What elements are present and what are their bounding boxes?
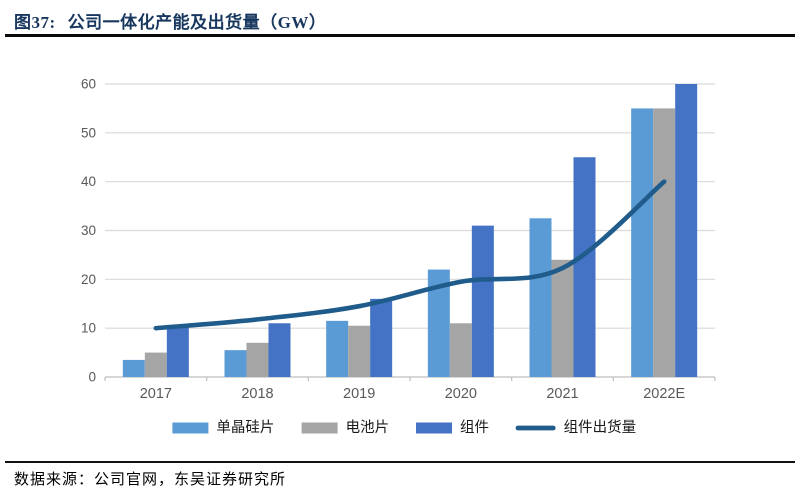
x-axis-label-2019: 2019: [343, 386, 375, 402]
bar-wafer-2017: [122, 359, 145, 377]
source-divider-rule: [5, 461, 795, 463]
y-axis-label-20: 20: [81, 272, 96, 287]
bar-cell-2018: [246, 342, 269, 377]
capacity-shipment-chart: 0 10 20 30 40 50 60 2017 2018 2019 2020 2021 2022E 单晶…: [81, 77, 716, 436]
bar-wafer-2018: [224, 350, 247, 377]
bar-wafer-2020: [427, 269, 450, 377]
y-axis-label-40: 40: [81, 174, 96, 189]
x-axis-label-2017: 2017: [140, 386, 172, 402]
bar-wafer-2021: [529, 218, 552, 377]
legend-swatch-cell: [301, 422, 338, 434]
bar-cell-2017: [144, 352, 167, 377]
bar-module-2019: [370, 298, 393, 377]
figure-title: 图37: 公司一体化产能及出货量（GW）: [14, 8, 790, 33]
bar-module-2022E: [675, 84, 698, 377]
figure-number-label: 图37:: [14, 13, 56, 32]
y-axis-label-0: 0: [88, 370, 96, 385]
bar-cell-2022E: [653, 108, 676, 378]
legend-label-module: 组件: [460, 419, 489, 436]
legend-swatch-module-shipments: [515, 425, 556, 431]
bar-cell-2019: [348, 325, 371, 377]
legend-swatch-wafer: [172, 422, 209, 434]
chart-area: 0 10 20 30 40 50 60 2017 2018 2019 2020 2021 2022E 单晶…: [0, 60, 800, 445]
y-axis-label-10: 10: [81, 321, 96, 336]
x-axis-label-2020: 2020: [445, 386, 477, 402]
x-axis-label-2021: 2021: [546, 386, 578, 402]
bar-module-2018: [268, 323, 291, 377]
y-axis-label-30: 30: [81, 223, 96, 238]
legend-label-module-shipments: 组件出货量: [564, 419, 637, 436]
x-axis-label-2022E: 2022E: [643, 386, 685, 402]
bar-cell-2020: [449, 323, 472, 377]
line-module-shipments: [153, 179, 667, 331]
figure-title-text: 公司一体化产能及出货量（GW）: [67, 13, 327, 32]
bar-wafer-2022E: [631, 108, 654, 378]
legend-swatch-module: [416, 422, 452, 434]
bar-module-2017: [166, 325, 189, 377]
data-source-note: 数据来源：公司官网，东吴证券研究所: [14, 472, 287, 488]
title-divider-rule: [5, 34, 795, 37]
bar-module-2020: [471, 225, 494, 377]
bar-cell-2021: [551, 259, 574, 377]
y-axis-label-60: 60: [81, 77, 96, 92]
bar-wafer-2019: [326, 320, 349, 377]
legend-label-cell: 电池片: [346, 419, 390, 436]
bar-module-2021: [573, 157, 596, 377]
legend-label-wafer: 单晶硅片: [216, 419, 274, 436]
y-axis-label-50: 50: [81, 125, 96, 140]
x-axis-label-2018: 2018: [241, 386, 273, 402]
